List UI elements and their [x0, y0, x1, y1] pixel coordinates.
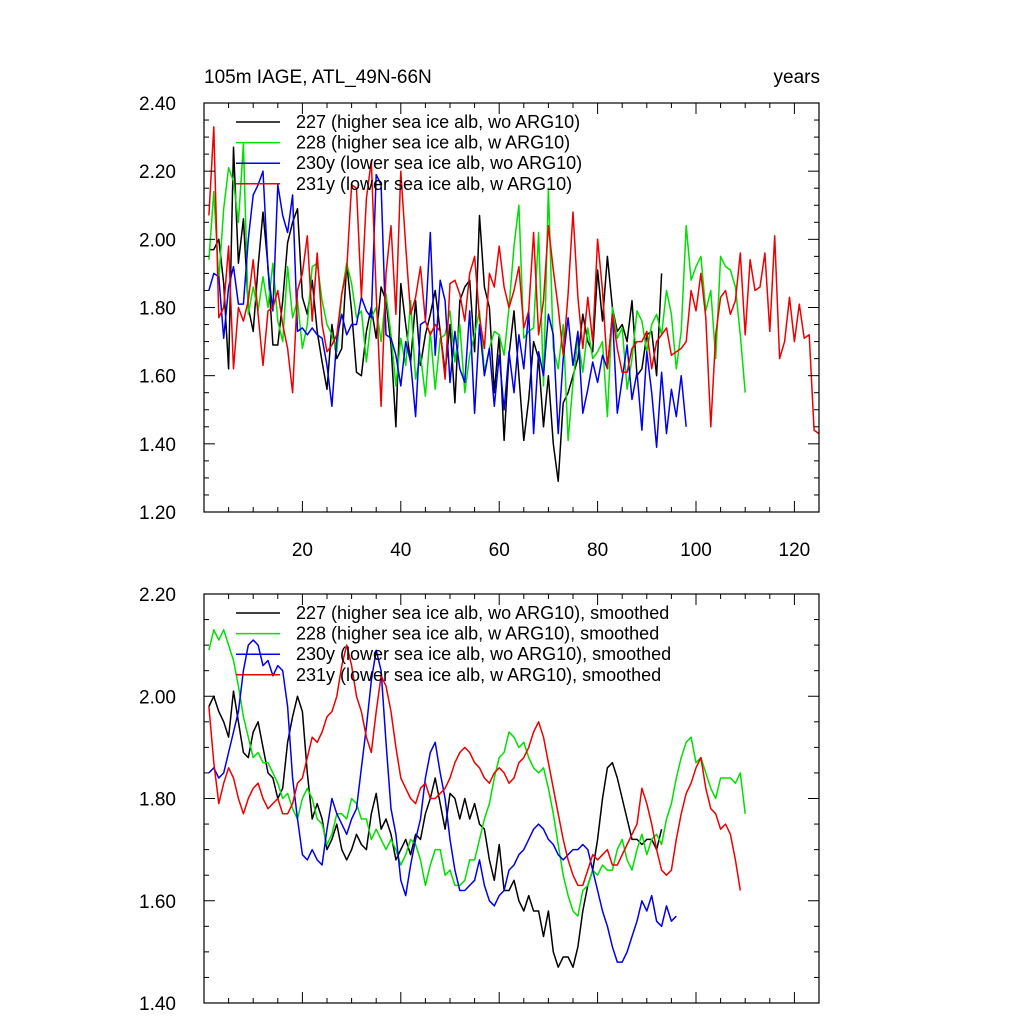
y-tick-label: 2.00: [139, 230, 176, 251]
y-tick-label: 1.20: [139, 503, 176, 524]
y-tick-label: 2.00: [139, 687, 176, 708]
chart-panel-2: 1.40 1.60 1.80 2.00 2.20 227 (higher sea ice …: [139, 585, 820, 1015]
y-tick-label: 1.80: [139, 790, 176, 811]
series-line-2-4: [208, 644, 742, 891]
legend-label: 230y (lower sea ice alb, wo ARG10), smoo…: [296, 644, 671, 664]
legend-label: 228 (higher sea ice alb, w ARG10), smoot…: [296, 624, 659, 644]
series-line-2-2: [208, 629, 746, 917]
x-tick-label: 40: [390, 540, 411, 561]
series-line-2-1: [208, 690, 663, 968]
legend-label: 230y (lower sea ice alb, wo ARG10): [296, 153, 582, 173]
chart-title: 105m IAGE, ATL_49N-66N: [204, 67, 432, 88]
x-tick-label: 80: [587, 540, 608, 561]
x-tick-label: 20: [292, 540, 313, 561]
y-tick-label: 2.40: [139, 94, 176, 115]
legend: 227 (higher sea ice alb, wo ARG10)228 (h…: [236, 112, 582, 194]
y-tick-label: 1.40: [139, 994, 176, 1015]
legend-label: 227 (higher sea ice alb, wo ARG10), smoo…: [296, 603, 669, 623]
x-tick-label: 120: [779, 540, 811, 561]
y-tick-label: 2.20: [139, 162, 176, 183]
series-line-1-4: [208, 126, 820, 435]
legend-label: 231y (lower sea ice alb, w ARG10): [296, 174, 572, 194]
y-tick-label: 1.80: [139, 299, 176, 320]
y-tick-label: 1.60: [139, 367, 176, 388]
time-unit-label: years: [774, 67, 820, 88]
legend-label: 227 (higher sea ice alb, wo ARG10): [296, 112, 580, 132]
chart-panel-1: 1.20 1.40 1.60 1.80 2.00 2.20 2.40 20 40 60 80 100 1…: [139, 94, 820, 561]
legend: 227 (higher sea ice alb, wo ARG10), smoo…: [236, 603, 671, 685]
y-tick-label: 1.40: [139, 435, 176, 456]
x-tick-label: 60: [489, 540, 510, 561]
y-tick-label: 2.20: [139, 585, 176, 606]
legend-label: 231y (lower sea ice alb, w ARG10), smoot…: [296, 665, 661, 685]
series-line-1-1: [208, 146, 663, 483]
x-tick-label: 100: [680, 540, 712, 561]
series-line-1-2: [208, 143, 746, 442]
legend-label: 228 (higher sea ice alb, w ARG10): [296, 133, 570, 153]
y-tick-label: 1.60: [139, 892, 176, 913]
series-line-2-3: [208, 639, 677, 963]
